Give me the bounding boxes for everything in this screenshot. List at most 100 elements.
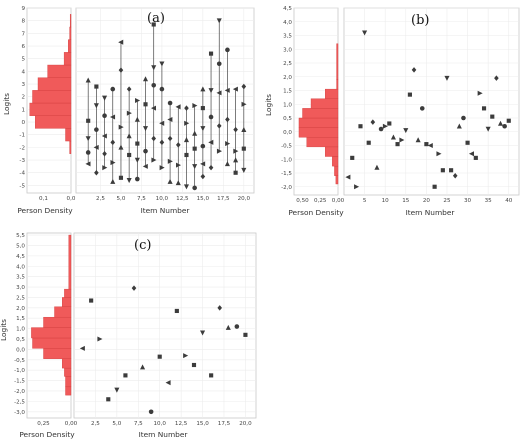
y-tick-label: 4,5 (283, 6, 292, 12)
item-point (243, 332, 248, 337)
y-tick-label: -3,0 (14, 410, 25, 416)
density-bar (68, 234, 72, 290)
y-tick-label: 3,5 (16, 275, 25, 281)
item-point (350, 155, 355, 160)
y-tick-label: 6 (21, 44, 25, 50)
y-tick-label: -3 (19, 158, 25, 164)
density-tick-label: 0,50 (296, 198, 309, 204)
item-threshold-point (225, 116, 230, 123)
y-tick-label: 8 (21, 19, 25, 25)
item-threshold-point (167, 135, 173, 142)
density-bar (325, 146, 339, 157)
density-bar (69, 26, 72, 40)
item-point (399, 137, 405, 143)
y-tick-label: 1,0 (283, 102, 292, 108)
x-axis-label-a: Item Number (141, 206, 191, 215)
item-point (424, 142, 429, 147)
item-threshold-point (134, 157, 140, 163)
item-threshold-point (200, 173, 206, 180)
item-threshold-point (94, 84, 99, 89)
item-threshold-point (233, 148, 239, 154)
item-threshold-point (127, 152, 132, 158)
item-threshold-point (101, 133, 107, 139)
y-tick-label: -1,5 (14, 379, 25, 385)
item-threshold-point (224, 161, 230, 167)
item-point (481, 106, 487, 111)
item-point (485, 126, 491, 132)
item-point (473, 155, 478, 160)
y-tick-label: 0,5 (16, 337, 25, 343)
item-threshold-point (159, 120, 165, 126)
y-tick-label: -2,0 (14, 389, 25, 395)
y-axis-label-b: Logits (264, 94, 273, 116)
item-point (403, 128, 409, 134)
density-tick-label: 0,1 (39, 196, 48, 202)
item-threshold-point (175, 104, 181, 110)
x-tick-label: 35 (485, 198, 493, 204)
x-tick-label: 10,0 (156, 196, 169, 202)
item-threshold-point (192, 103, 198, 109)
item-threshold-point (159, 139, 165, 146)
item-threshold-point (225, 47, 230, 53)
y-tick-label: 0,0 (283, 130, 292, 136)
item-point (148, 409, 154, 415)
y-tick-label: -1,0 (14, 368, 25, 374)
item-threshold-point (183, 184, 190, 190)
y-tick-label: -2,5 (14, 399, 25, 405)
item-point (200, 330, 206, 336)
y-tick-label: 0 (21, 120, 25, 126)
item-point (131, 285, 137, 291)
item-point (477, 90, 483, 96)
item-threshold-point (175, 162, 182, 168)
density-bar (65, 128, 72, 142)
x-tick-label: 15,0 (197, 196, 210, 202)
item-threshold-point (184, 152, 189, 158)
item-point (358, 124, 363, 129)
item-threshold-point (184, 105, 189, 111)
y-tick-label: 1,5 (16, 316, 25, 322)
density-label-a: Person Density (17, 206, 73, 215)
item-threshold-point (110, 178, 116, 184)
item-point (362, 30, 368, 36)
item-threshold-point (159, 61, 165, 67)
density-label-b: Person Density (288, 208, 344, 217)
y-tick-label: 0,0 (16, 347, 25, 353)
item-point (415, 137, 421, 143)
item-threshold-point (200, 106, 205, 111)
density-tick-label: 0,00 (65, 421, 78, 427)
item-threshold-point (142, 76, 149, 82)
item-threshold-point (85, 77, 91, 83)
item-threshold-point (167, 116, 173, 123)
item-point (374, 164, 380, 170)
item-threshold-point (233, 170, 238, 175)
item-point (465, 140, 470, 145)
y-tick-label: 3,5 (283, 34, 292, 40)
y-tick-label: 5 (21, 57, 25, 63)
y-tick-label: -2,0 (281, 185, 292, 191)
density-bar (43, 316, 72, 328)
item-threshold-point (134, 116, 140, 122)
item-threshold-point (216, 90, 222, 96)
item-threshold-point (151, 135, 157, 142)
item-point (449, 168, 454, 173)
item-point (217, 305, 223, 311)
item-point (345, 174, 351, 180)
item-threshold-point (118, 67, 124, 73)
item-threshold-point (151, 82, 157, 88)
item-point (114, 387, 120, 393)
density-bar (335, 175, 339, 185)
item-threshold-point (192, 185, 197, 191)
item-point (452, 172, 458, 179)
density-bar (68, 39, 72, 53)
item-point (387, 121, 392, 126)
item-threshold-point (110, 139, 116, 146)
item-threshold-point (241, 126, 247, 132)
item-point (461, 115, 466, 121)
item-point (106, 397, 111, 402)
item-threshold-point (118, 39, 124, 45)
density-bar (332, 156, 339, 167)
item-point (419, 106, 425, 111)
item-threshold-point (192, 146, 197, 151)
item-threshold-point (126, 86, 132, 92)
